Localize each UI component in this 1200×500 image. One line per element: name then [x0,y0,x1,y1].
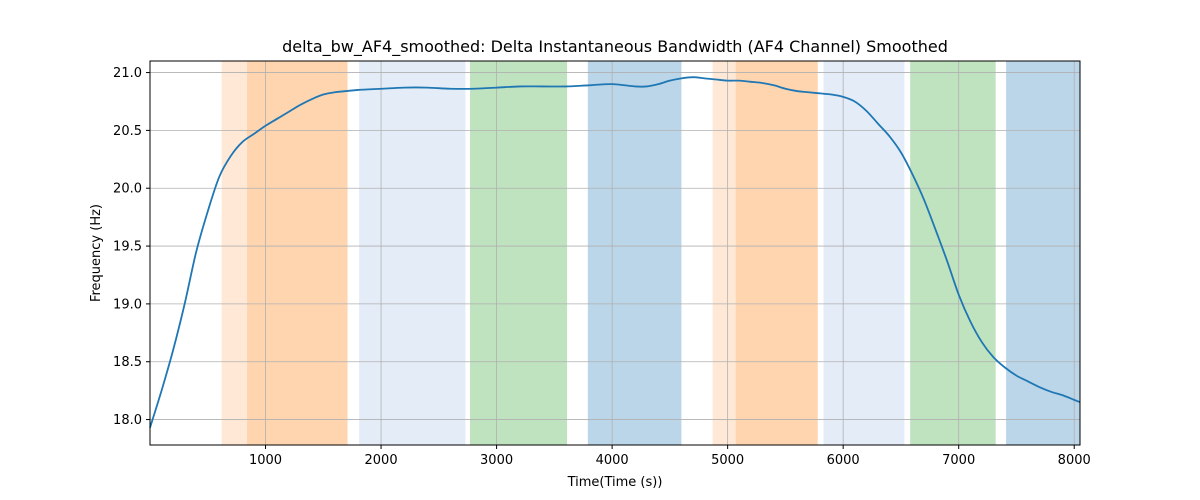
highlight-band-3 [359,61,466,445]
x-tick-label: 7000 [942,453,975,468]
x-tick-label: 6000 [827,453,860,468]
chart-title: delta_bw_AF4_smoothed: Delta Instantaneo… [282,37,948,57]
highlight-band-1 [221,61,248,445]
x-axis-ticks: 1000 2000 3000 4000 5000 6000 7000 8000 [249,445,1091,468]
highlight-band-10 [1006,61,1080,445]
x-tick-label: 1000 [249,453,282,468]
y-tick-label: 19.5 [113,240,142,255]
plot-frame [149,60,1081,446]
y-tick-label: 20.5 [113,124,142,139]
x-tick-label: 3000 [480,453,513,468]
x-axis-label: Time(Time (s)) [567,475,663,490]
highlight-band-4 [470,61,568,445]
highlight-band-8 [823,61,905,445]
y-axis-ticks: 18.0 18.5 19.0 19.5 20.0 20.5 21.0 [113,66,150,428]
y-tick-label: 20.0 [113,182,142,197]
highlight-band-5 [587,61,682,445]
highlight-band-7 [735,61,818,445]
x-tick-label: 8000 [1058,453,1091,468]
x-tick-label: 4000 [596,453,629,468]
highlight-bands [221,61,1080,445]
x-tick-label: 5000 [711,453,744,468]
y-axis-label: Frequency (Hz) [89,204,104,302]
y-tick-label: 21.0 [113,66,142,81]
highlight-band-6 [712,61,736,445]
y-tick-label: 19.0 [113,297,142,312]
y-tick-label: 18.5 [113,355,142,370]
highlight-band-2 [247,61,348,445]
grid-lines [150,61,1080,445]
x-tick-label: 2000 [365,453,398,468]
highlight-band-9 [910,61,996,445]
series-layer [149,76,1081,428]
series-line-1 [149,76,1081,428]
y-tick-label: 18.0 [113,413,142,428]
